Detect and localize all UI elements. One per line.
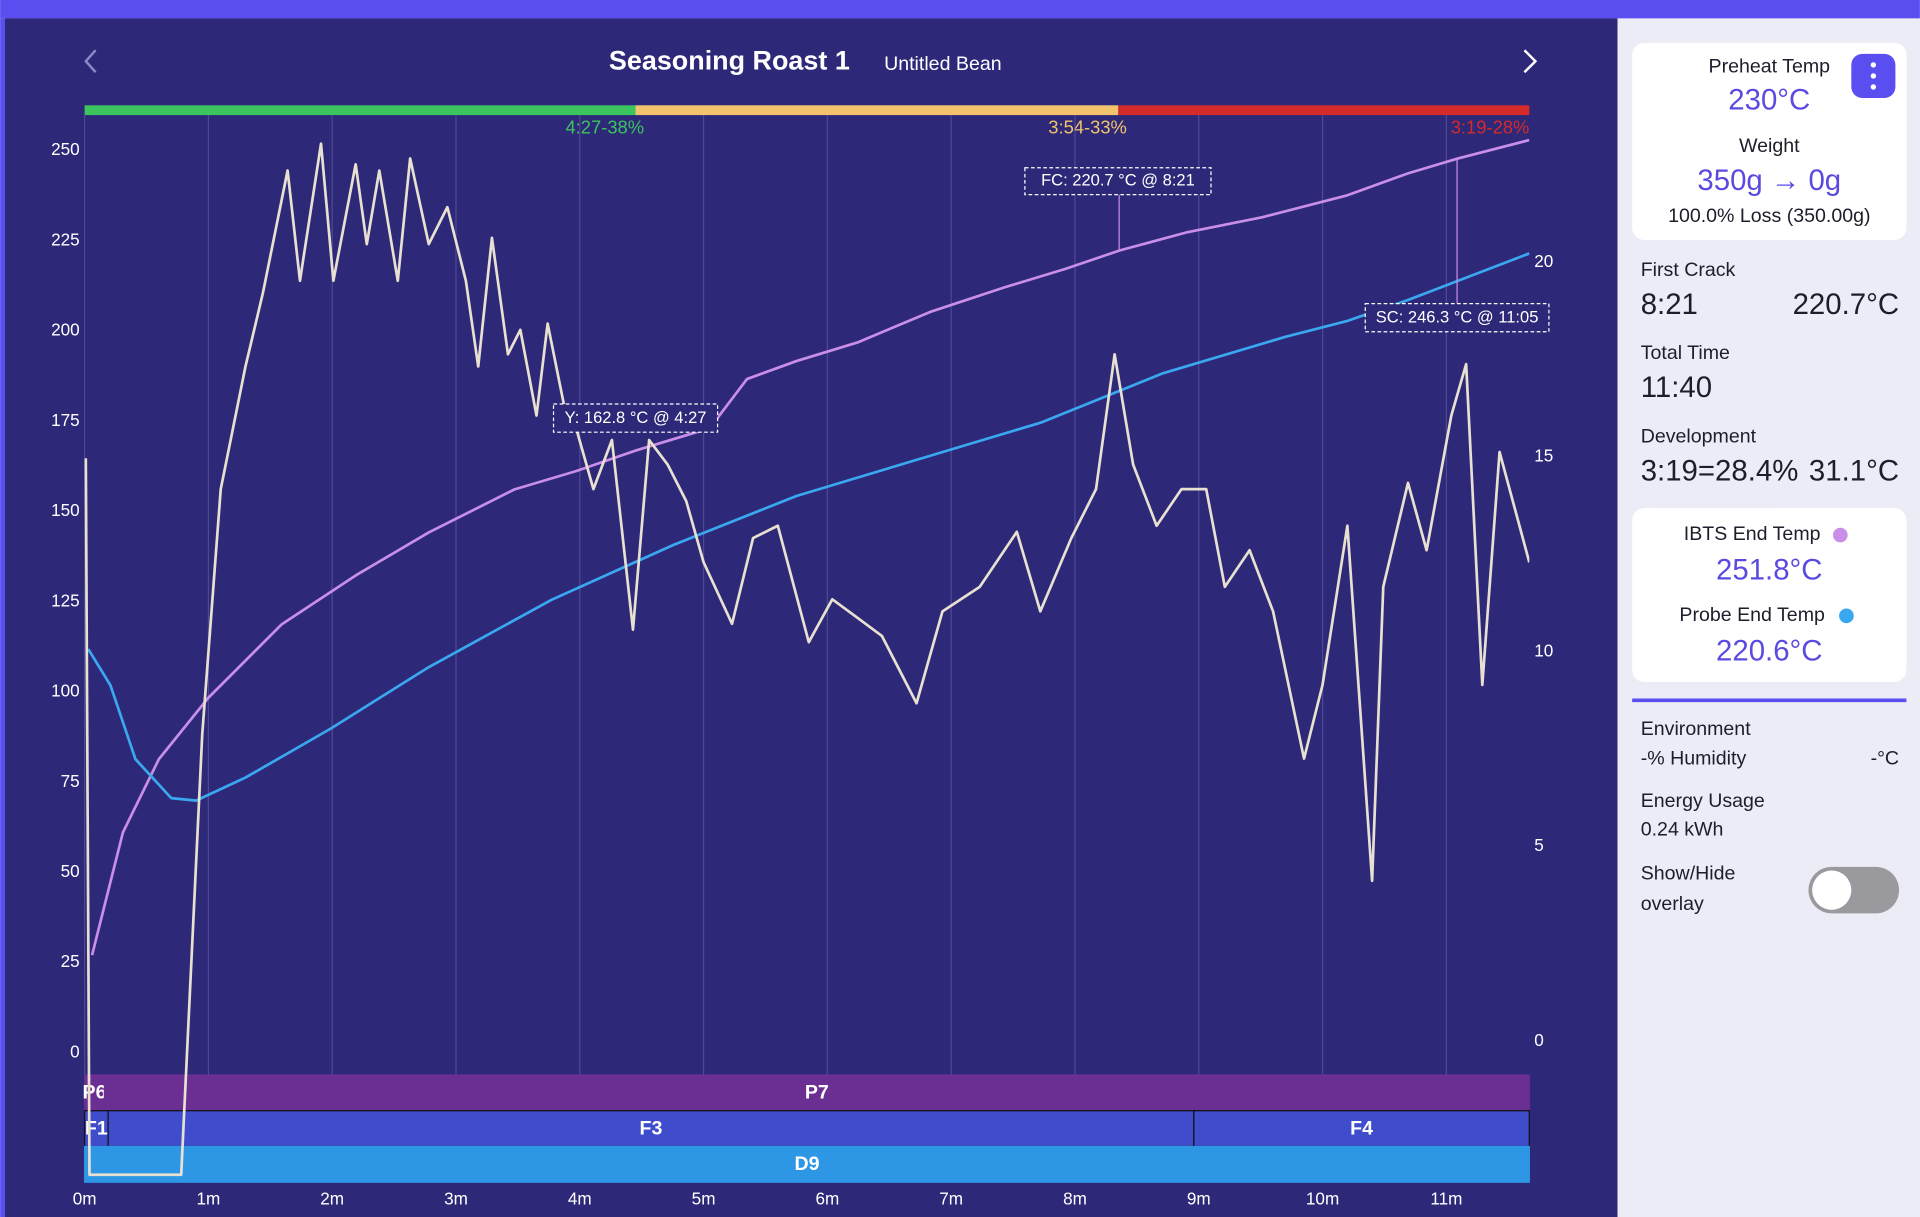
phase-bar: [84, 105, 636, 116]
label: Environment: [1641, 718, 1751, 740]
value: 11:40: [1641, 371, 1712, 404]
label: 100.0% Loss (350.00g): [1668, 205, 1870, 227]
annotation: Y: 162.8 °C @ 4:27: [565, 408, 707, 427]
x-tick-label: 7m: [939, 1188, 963, 1208]
top-bar: [0, 0, 1920, 19]
value: 3:19=28.4%: [1641, 454, 1799, 487]
y-tick-label: 0: [70, 1041, 80, 1061]
annotations: Y: 162.8 °C @ 4:27 FC: 220.7 °C @ 8:21 S…: [552, 159, 1550, 433]
toggle-knob: [1812, 870, 1852, 910]
x-tick-label: 4m: [568, 1188, 592, 1208]
band-label: F1: [85, 1117, 108, 1139]
y-tick-label: 150: [51, 500, 80, 520]
band-label: F4: [1350, 1117, 1373, 1139]
sidebar: Preheat Temp 230°C Weight 350g → 0g 100.…: [1632, 42, 1907, 915]
y-tick-label: 175: [51, 410, 80, 430]
y2-tick-label: 5: [1534, 835, 1544, 855]
label: First Crack: [1641, 259, 1736, 281]
y-tick-label: 50: [61, 861, 80, 881]
band: [1193, 1110, 1530, 1148]
y2-tick-label: 20: [1534, 251, 1553, 271]
band-label: P6: [83, 1082, 107, 1104]
x-tick-label: 9m: [1187, 1188, 1211, 1208]
phase-bar: [635, 105, 1119, 116]
value: 251.8°C: [1716, 554, 1822, 587]
annotation: FC: 220.7 °C @ 8:21: [1041, 171, 1195, 190]
series-line: [84, 142, 1530, 1177]
label: IBTS End Temp: [1684, 523, 1821, 545]
x-tick-label: 6m: [815, 1188, 839, 1208]
band: [103, 1074, 1530, 1112]
phase-label: 4:27-38%: [565, 116, 644, 137]
x-tick-label: 5m: [692, 1188, 716, 1208]
label: Development: [1641, 425, 1757, 447]
series-line: [90, 138, 1530, 956]
menu-dot: [1870, 84, 1877, 90]
x-tick-label: 3m: [444, 1188, 468, 1208]
card: [1632, 42, 1907, 240]
band-label: D9: [794, 1153, 819, 1175]
menu-dot: [1870, 62, 1877, 68]
x-tick-label: 8m: [1063, 1188, 1087, 1208]
label: Preheat Temp: [1709, 56, 1831, 78]
plot: 4:27-38% 3:54-33% 3:19-28% 0m 1m 2m 3m 4m 5m 6m 7m…: [51, 105, 1553, 1208]
annotation-box: [1364, 303, 1550, 333]
band: [83, 1145, 1530, 1183]
y2-tick-label: 10: [1534, 640, 1553, 660]
y-tick-label: 200: [51, 320, 80, 340]
band-label: P7: [805, 1082, 829, 1104]
y-tick-label: 125: [51, 590, 80, 610]
value: 8:21: [1641, 288, 1698, 321]
x-tick-label: 2m: [320, 1188, 344, 1208]
y2-tick-label: 0: [1534, 1030, 1544, 1050]
y-tick-label: 25: [61, 951, 80, 971]
y-tick-label: 100: [51, 681, 80, 701]
y2-tick-label: 15: [1534, 446, 1553, 466]
x-tick-label: 10m: [1306, 1188, 1339, 1208]
annotation-box: [552, 403, 719, 433]
value: 0.24 kWh: [1641, 818, 1724, 840]
label: overlay: [1641, 893, 1704, 915]
x-tick-label: 1m: [196, 1188, 220, 1208]
value: 220.7°C: [1793, 288, 1899, 321]
x-tick-label: 0m: [73, 1188, 97, 1208]
series-line: [87, 252, 1530, 802]
band-label: F3: [640, 1117, 663, 1139]
y-tick-label: 250: [51, 139, 80, 159]
legend-dot: [1832, 527, 1848, 543]
annotation: SC: 246.3 °C @ 11:05: [1376, 308, 1539, 327]
label: Show/Hide: [1641, 862, 1736, 884]
y-tick-label: 225: [51, 229, 80, 249]
x-tick-label: 11m: [1430, 1188, 1462, 1208]
label: Probe End Temp: [1679, 604, 1825, 626]
next-button[interactable]: [1523, 49, 1538, 74]
chart-panel: [5, 18, 1618, 1217]
value: 220.6°C: [1716, 634, 1822, 667]
phase-label: 3:54-33%: [1048, 116, 1127, 137]
value: -% Humidity: [1641, 747, 1747, 769]
phase-label: 3:19-28%: [1451, 116, 1530, 137]
y-tick-label: 75: [61, 771, 80, 791]
label: Energy Usage: [1641, 790, 1765, 812]
value: 230°C: [1728, 83, 1810, 116]
chart-title: Seasoning Roast 1: [609, 46, 850, 76]
value: -°C: [1871, 747, 1900, 769]
menu-dot: [1870, 73, 1877, 79]
value: 350g → 0g: [1697, 164, 1841, 197]
annotation-box: [1024, 167, 1212, 196]
chart-subtitle: Untitled Bean: [884, 53, 1002, 75]
value: 31.1°C: [1809, 454, 1899, 487]
prev-button[interactable]: [84, 49, 97, 74]
label: Weight: [1739, 135, 1800, 157]
label: Total Time: [1641, 342, 1730, 364]
phase-bar: [1118, 105, 1530, 116]
card: [1632, 508, 1907, 682]
legend-dot: [1839, 608, 1854, 624]
